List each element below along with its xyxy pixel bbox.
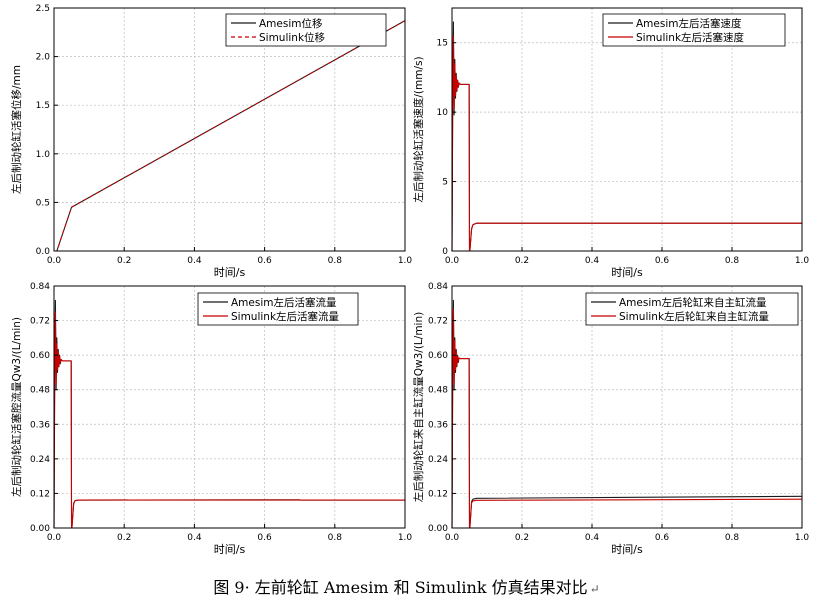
y-axis-label: 左后制动轮缸来自主缸流量Qw3/(L/min) [412,312,425,502]
y-tick-label: 0.60 [30,351,50,361]
y-tick-label: 0.60 [428,351,448,361]
legend-entry: Amesim左后活塞流量 [231,296,337,309]
y-tick-label: 10 [437,108,449,118]
series-line-simulink [53,311,405,529]
y-tick-label: 0.48 [428,386,448,396]
x-tick-label: 0.8 [725,256,740,266]
y-tick-label: 0.48 [30,386,50,396]
y-axis-label: 左后制动轮缸活塞腔流量Qw3/(L/min) [10,317,23,497]
y-tick-label: 0.00 [428,524,448,534]
y-tick-label: 0.00 [30,524,50,534]
x-tick-label: 0.4 [187,256,202,266]
x-tick-label: 0.6 [655,256,670,266]
y-axis-label: 左后制动轮缸活塞速度/(mm/s) [412,56,425,202]
x-axis-label: 时间/s [611,543,643,556]
y-tick-label: 0.84 [30,282,50,292]
x-tick-label: 0.8 [328,533,343,543]
x-tick-label: 0.0 [47,256,62,266]
figure-caption: 图 9· 左前轮缸 Amesim 和 Simulink 仿真结果对比 ↵ [0,574,813,598]
legend-box [602,13,786,47]
legend-entry: Simulink左后活塞流量 [231,310,340,323]
legend-entry: Simulink左后活塞速度 [636,31,745,44]
x-tick-label: 0.4 [187,533,202,543]
axes-frame [53,285,406,529]
legend-box [225,13,387,47]
x-tick-label: 0.0 [445,256,460,266]
series-line-simulink [451,35,802,252]
y-tick-label: 1.5 [36,101,50,111]
x-axis-label: 时间/s [611,266,643,279]
x-tick-label: 0.2 [117,256,131,266]
y-tick-label: 0.36 [30,420,50,430]
x-axis-label: 时间/s [214,266,246,279]
legend-entry: Amesim左后轮缸来自主缸流量 [619,296,767,309]
x-tick-label: 0.2 [515,533,529,543]
y-tick-label: 2.0 [36,53,51,63]
x-tick-label: 0.6 [655,533,670,543]
y-axis-label: 左后制动轮缸活塞位移/mm [10,65,23,194]
return-mark-icon: ↵ [589,582,600,596]
x-tick-label: 1.0 [795,533,810,543]
y-tick-label: 2.5 [36,4,50,14]
y-tick-label: 15 [437,39,448,49]
x-tick-label: 0.2 [117,533,131,543]
y-tick-label: 0.72 [428,317,448,327]
x-tick-label: 0.0 [47,533,62,543]
legend-entry: Amesim位移 [259,17,323,30]
plot-area [452,8,802,251]
x-axis-label: 时间/s [214,543,246,556]
y-tick-label: 5 [442,178,448,188]
x-tick-label: 0.6 [257,256,272,266]
plot-area [54,286,405,528]
y-tick-label: 0.12 [428,489,448,499]
x-tick-label: 0.4 [585,533,600,543]
y-tick-label: 0 [442,247,448,257]
x-tick-label: 1.0 [795,256,810,266]
legend-box [197,292,359,326]
displacement-chart: 0.0 0.2 0.4 0.6 0.8 1.0 0.0 0.5 1.0 1.5 2.0 2.5 时间/s… [10,4,412,279]
x-tick-label: 0.0 [445,533,460,543]
x-tick-label: 1.0 [398,256,413,266]
series-line-simulink [451,308,803,529]
plot-area [452,286,802,528]
x-tick-label: 0.4 [585,256,600,266]
y-tick-label: 0.36 [428,420,448,430]
x-tick-label: 0.6 [257,533,272,543]
master-flow-chart: 0.0 0.2 0.4 0.6 0.8 1.0 0.00 0.12 0.24 0.36 0.48 0.… [412,282,809,556]
legend-entry: Simulink位移 [259,31,326,44]
axes-frame [451,285,803,529]
y-tick-label: 1.0 [36,150,51,160]
x-tick-label: 0.8 [328,256,343,266]
y-tick-label: 0.24 [428,455,448,465]
x-tick-label: 1.0 [398,533,413,543]
axes-frame [53,7,406,252]
legend-entry: Simulink左后轮缸来自主缸流量 [619,310,770,323]
piston-flow-chart: 0.0 0.2 0.4 0.6 0.8 1.0 0.00 0.12 0.24 0.36 0.48 0.… [10,282,412,556]
y-tick-label: 0.12 [30,489,50,499]
velocity-chart: 0.0 0.2 0.4 0.6 0.8 1.0 0 5 10 15 时间/s 左后制动轮缸活塞速度/(… [412,7,810,279]
y-tick-label: 0.84 [428,282,448,292]
plot-area [54,8,405,251]
y-tick-label: 0.72 [30,317,50,327]
axes-frame [451,7,803,252]
figure-caption-text: 图 9· 左前轮缸 Amesim 和 Simulink 仿真结果对比 [213,578,588,597]
y-tick-label: 0.24 [30,455,50,465]
x-tick-label: 0.2 [515,256,529,266]
y-tick-label: 0.5 [36,198,50,208]
x-tick-label: 0.8 [725,533,740,543]
legend-box [585,292,799,326]
legend-entry: Amesim左后活塞速度 [636,17,742,30]
y-tick-label: 0.0 [36,247,51,257]
